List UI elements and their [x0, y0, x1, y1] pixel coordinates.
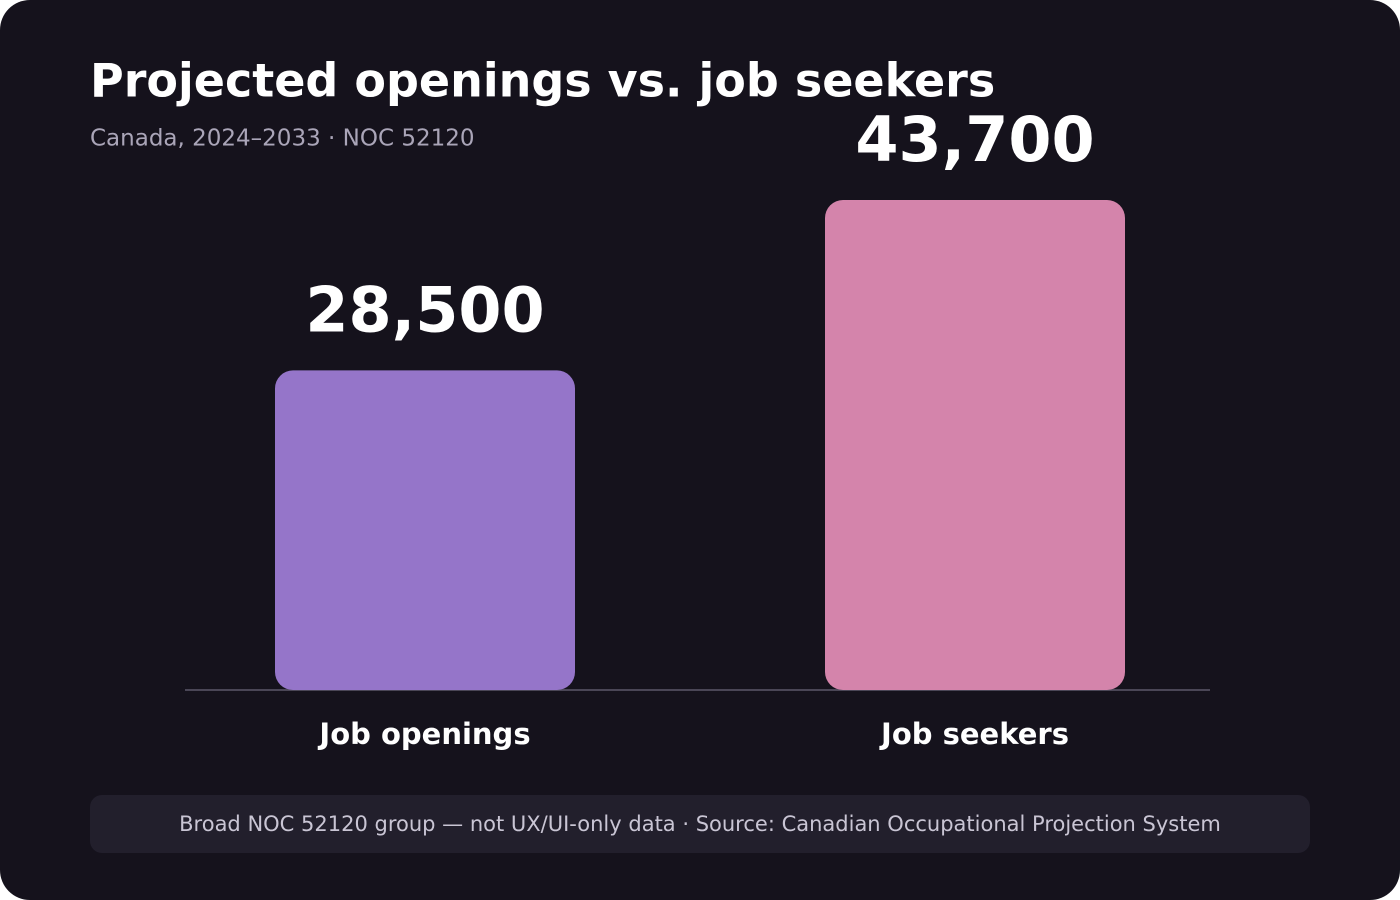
x-tick-label: Job seekers — [879, 717, 1069, 751]
x-tick-label: Job openings — [317, 717, 530, 751]
bar — [825, 200, 1125, 690]
value-label: 28,500 — [305, 274, 544, 347]
footnote-box — [90, 795, 1310, 853]
chart-title: Projected openings vs. job seekers — [90, 54, 995, 108]
footnote: Broad NOC 52120 group — not UX/UI-only d… — [179, 812, 1221, 836]
bar — [275, 370, 575, 690]
value-label: 43,700 — [855, 103, 1094, 176]
chart-subtitle: Canada, 2024–2033 · NOC 52120 — [90, 126, 475, 152]
